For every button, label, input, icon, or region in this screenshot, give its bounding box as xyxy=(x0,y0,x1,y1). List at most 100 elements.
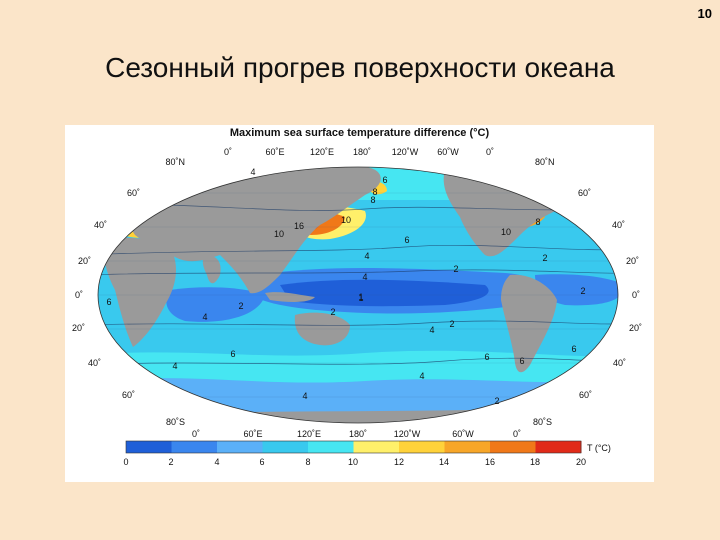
lat-label-right: 40˚ xyxy=(612,220,625,230)
india-land xyxy=(202,255,221,284)
tropical-band-indian xyxy=(166,287,265,322)
contour-label: 10 xyxy=(274,229,284,239)
contour-label: 4 xyxy=(202,312,207,322)
colorbar-swatch xyxy=(535,441,582,453)
lon-label-bottom: 0˚ xyxy=(513,429,521,439)
contour-label: 4 xyxy=(364,251,369,261)
lon-labels-top: 0˚ 60˚E 120˚E 180˚ 120˚W 60˚W 0˚ xyxy=(224,147,494,157)
contour-line-subtropical-north xyxy=(98,244,618,256)
lon-label-bottom: 60˚E xyxy=(243,429,262,439)
lat-label-left: 20˚ xyxy=(78,256,91,266)
colorbar-tick: 14 xyxy=(439,457,449,467)
colorbar-tick: 6 xyxy=(259,457,264,467)
figure-title: Maximum sea surface temperature differen… xyxy=(229,127,490,139)
greenland-land xyxy=(555,167,605,189)
contour-label: 2 xyxy=(494,396,499,406)
colorbar-unit: T (°C) xyxy=(587,443,611,453)
slide-title: Сезонный прогрев поверхности океана xyxy=(105,52,615,83)
contour-label: 2 xyxy=(330,307,335,317)
lat-label-right: 40˚ xyxy=(613,358,626,368)
sst-map-figure: Maximum sea surface temperature differen… xyxy=(65,125,654,482)
southern-light-band xyxy=(98,350,618,383)
contour-label: 2 xyxy=(542,253,547,263)
contour-label: 2 xyxy=(449,319,454,329)
lon-label-top: 0˚ xyxy=(486,147,494,157)
contour-label: 6 xyxy=(519,356,524,366)
lon-label-bottom: 120˚E xyxy=(297,429,321,439)
contour-label: 4 xyxy=(302,391,307,401)
australia-land xyxy=(294,312,350,346)
lon-label-bottom: 120˚W xyxy=(394,429,421,439)
contour-line-north xyxy=(98,203,618,211)
contour-label: 4 xyxy=(362,272,367,282)
colorbar-swatch xyxy=(399,441,445,453)
colorbar-swatch xyxy=(353,441,400,453)
lat-label-left: 80˚S xyxy=(166,417,185,427)
colorbar-tick: 10 xyxy=(348,457,358,467)
lat-label-left: 60˚ xyxy=(122,390,135,400)
colorbar-outline xyxy=(125,440,582,454)
colorbar-swatch xyxy=(126,441,172,453)
colorbar-tick: 8 xyxy=(305,457,310,467)
lat-label-left: 60˚ xyxy=(127,188,140,198)
globe-outline xyxy=(97,166,619,424)
contour-label: 4 xyxy=(429,325,434,335)
contour-label: 6 xyxy=(484,352,489,362)
lat-label-right: 20˚ xyxy=(626,256,639,266)
contour-label: 8 xyxy=(535,217,540,227)
contour-label: 1 xyxy=(358,292,363,302)
south-america-land xyxy=(501,274,557,373)
contour-label: 2 xyxy=(453,264,458,274)
lat-labels-right: 80˚N 60˚ 40˚ 20˚ 0˚ 20˚ 40˚ 60˚ 80˚S xyxy=(533,157,642,427)
contour-label: 6 xyxy=(230,349,235,359)
contour-labels: 4 6 8 10 16 10 6 8 10 4 2 2 1 2 2 4 4 6 … xyxy=(106,167,585,406)
colorbar-swatches xyxy=(126,441,582,453)
colorbar-tick: 16 xyxy=(485,457,495,467)
contour-label: 6 xyxy=(106,297,111,307)
map-svg: 0˚ 60˚E 120˚E 180˚ 120˚W 60˚W 0˚ 0˚ 60˚E… xyxy=(72,147,642,467)
contour-label: 10 xyxy=(341,215,351,225)
contour-label: 8 xyxy=(372,187,377,197)
indonesia-land xyxy=(265,292,315,302)
lat-label-right: 60˚ xyxy=(578,188,591,198)
lat-label-right: 80˚N xyxy=(535,157,555,167)
contour-label: 16 xyxy=(294,221,304,231)
colorbar-swatch xyxy=(308,441,354,453)
contour-label: 10 xyxy=(501,227,511,237)
lat-label-left: 40˚ xyxy=(88,358,101,368)
contour-label: 2 xyxy=(238,301,243,311)
contour-label: 6 xyxy=(404,235,409,245)
colorbar-tick: 4 xyxy=(214,457,219,467)
lat-label-left: 0˚ xyxy=(75,290,83,300)
lat-label-right: 0˚ xyxy=(632,290,640,300)
colorbar-tick: 20 xyxy=(576,457,586,467)
lon-label-top: 60˚E xyxy=(265,147,284,157)
contour-label: 8 xyxy=(370,195,375,205)
contour-label: 6 xyxy=(382,175,387,185)
lat-label-left: 40˚ xyxy=(94,220,107,230)
lon-label-bottom: 180˚ xyxy=(349,429,367,439)
lon-labels-bottom: 0˚ 60˚E 120˚E 180˚ 120˚W 60˚W 0˚ xyxy=(192,429,521,439)
colorbar-swatch xyxy=(444,441,491,453)
contour-label: 4 xyxy=(250,167,255,177)
contour-label: 4 xyxy=(419,371,424,381)
colorbar-swatch xyxy=(171,441,218,453)
colorbar-tick: 18 xyxy=(530,457,540,467)
lon-label-top: 120˚W xyxy=(392,147,419,157)
tropical-band-atlantic xyxy=(535,274,618,306)
colorbar-swatch xyxy=(217,441,263,453)
colorbar-tick: 2 xyxy=(168,457,173,467)
lon-label-top: 180˚ xyxy=(353,147,371,157)
contour-line-equator xyxy=(98,269,618,276)
lat-label-left: 20˚ xyxy=(72,323,85,333)
lat-label-right: 80˚S xyxy=(533,417,552,427)
lon-label-top: 60˚W xyxy=(437,147,459,157)
colorbar-tick: 12 xyxy=(394,457,404,467)
colorbar-ticks: 0 2 4 6 8 10 12 14 16 18 20 xyxy=(123,457,586,467)
lon-label-bottom: 60˚W xyxy=(452,429,474,439)
lat-labels-left: 80˚N 60˚ 40˚ 20˚ 0˚ 20˚ 40˚ 60˚ 80˚S xyxy=(72,157,185,427)
lat-label-right: 20˚ xyxy=(629,323,642,333)
africa-land xyxy=(103,237,177,347)
lon-label-top: 0˚ xyxy=(224,147,232,157)
lat-label-left: 80˚N xyxy=(165,157,185,167)
